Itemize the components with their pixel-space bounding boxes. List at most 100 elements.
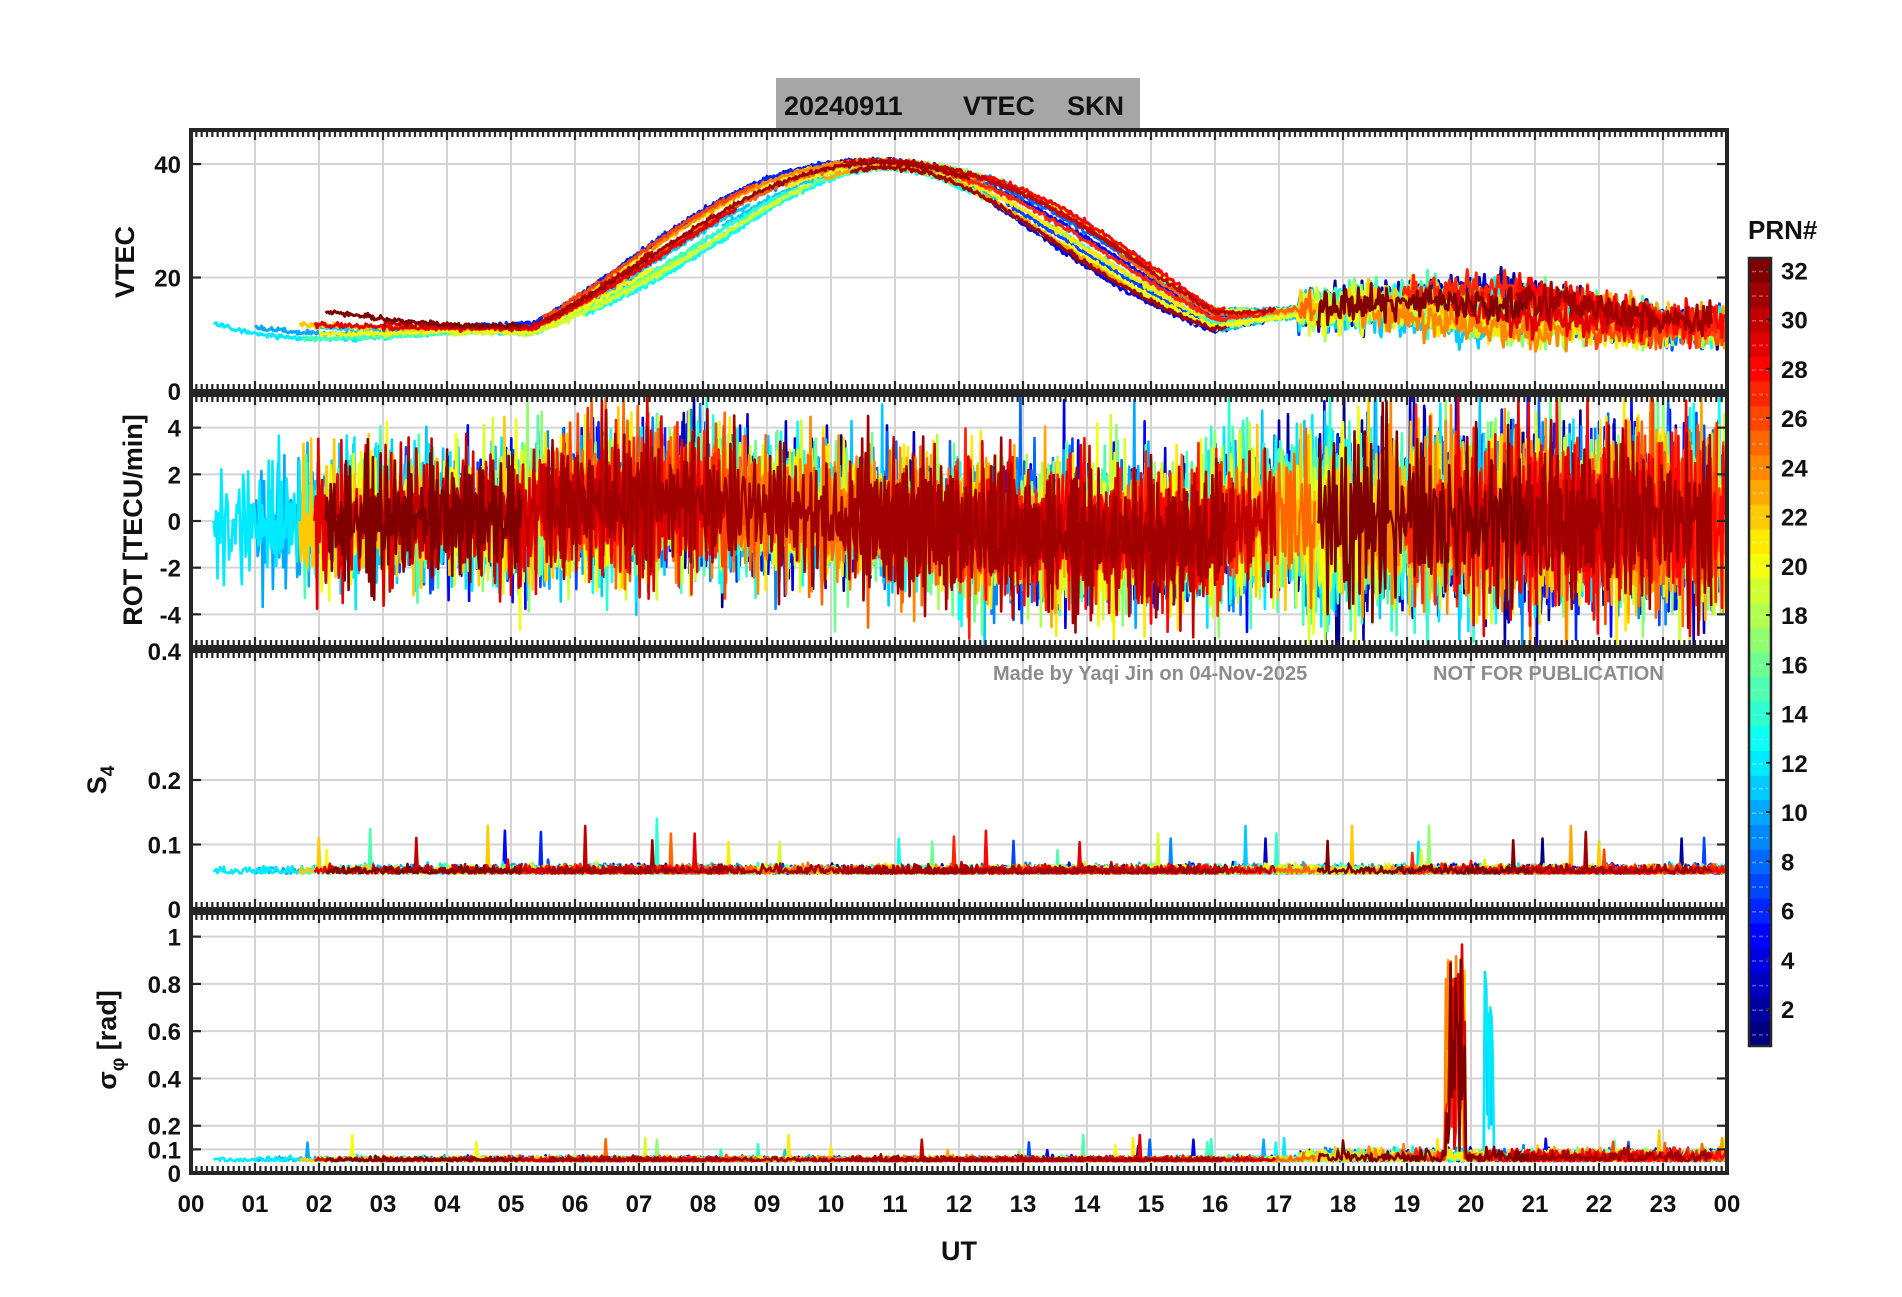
vtec-series-prn-19: [449, 183, 811, 338]
rot-series-prn-31: [546, 407, 972, 618]
vtec-series-prn-32: [1315, 282, 1530, 330]
colorbar-tick-label: 4: [1781, 948, 1795, 975]
colorbar-cell: [1749, 331, 1771, 357]
s4-series-prn-32: [1316, 838, 1530, 875]
colorbar-cell: [1749, 282, 1771, 308]
ylabel-vtec: VTEC: [110, 226, 140, 298]
vtec-series-prn-28: [983, 174, 1226, 312]
colorbar-cell: [1749, 701, 1771, 727]
sigma-series-prn-29: [1450, 943, 1654, 1163]
sigma-series-prn-31: [1515, 1144, 1713, 1163]
y-tick-label: 2: [168, 462, 181, 489]
colorbar-tick-label: 10: [1781, 800, 1808, 827]
colorbar-cell: [1749, 258, 1771, 284]
x-tick-label: 08: [690, 1191, 717, 1218]
x-tick-label: 21: [1522, 1191, 1549, 1218]
colorbar-cell: [1749, 775, 1771, 801]
y-tick-label: 0: [168, 1161, 181, 1188]
colorbar-cell: [1749, 405, 1771, 431]
colorbar-cell: [1749, 898, 1771, 924]
y-tick-label: 0.2: [148, 768, 181, 795]
colorbar-cell: [1749, 356, 1771, 382]
colorbar-tick-label: 14: [1781, 702, 1808, 729]
y-tick-label: -4: [160, 602, 182, 629]
xlabel-ut: UT: [941, 1236, 977, 1266]
title-station: SKN: [1067, 91, 1124, 121]
vtec-series-prn-30: [842, 157, 1277, 316]
x-tick-label: 06: [562, 1191, 589, 1218]
colorbar-cell: [1749, 602, 1771, 628]
title-box: [776, 78, 1140, 128]
text-layer: 20240911 VTEC SKN Made by Yaqi Jin on 04…: [82, 78, 1818, 1266]
colorbar-cell: [1749, 849, 1771, 875]
rot-series-prn-31: [1515, 418, 1713, 637]
watermark-notice: NOT FOR PUBLICATION: [1433, 663, 1664, 685]
x-tick-label: 20: [1458, 1191, 1485, 1218]
vtec-series-prn-13: [582, 166, 973, 317]
colorbar-tick-label: 30: [1781, 308, 1808, 335]
vtec-series-prn-29: [313, 207, 738, 333]
colorbar-cell: [1749, 553, 1771, 579]
x-tick-label: 07: [626, 1191, 653, 1218]
y-tick-label: 0.8: [148, 972, 181, 999]
x-tick-label: 00: [1714, 1191, 1741, 1218]
sigma-series-prn-32: [1317, 958, 1530, 1163]
sigma-series-prn-12: [1188, 972, 1607, 1163]
frame-layer: [189, 128, 1773, 1175]
colorbar-cell: [1749, 479, 1771, 505]
rot-series-prn-32: [324, 437, 523, 601]
x-tick-label: 01: [242, 1191, 269, 1218]
colorbar-cell: [1749, 652, 1771, 678]
colorbar-cell: [1749, 922, 1771, 948]
x-tick-label: 22: [1586, 1191, 1613, 1218]
rot-series-prn-32: [1316, 399, 1530, 624]
y-tick-label: 0: [168, 897, 181, 924]
colorbar-frame: [1747, 256, 1773, 1048]
colorbar-cell: [1749, 947, 1771, 973]
colorbar-tick-label: 20: [1781, 554, 1808, 581]
vtec-series-prn-31: [1515, 280, 1713, 338]
s4-series-prn-32: [325, 862, 523, 875]
x-tick-label: 11: [882, 1191, 907, 1218]
colorbar-tick-label: 28: [1781, 357, 1808, 384]
colorbar-cell: [1749, 725, 1771, 751]
y-tick-label: 0.4: [148, 1066, 182, 1093]
colorbar-cell: [1749, 381, 1771, 407]
x-tick-label: 18: [1330, 1191, 1357, 1218]
ylabel-s4: S4: [82, 765, 119, 794]
x-tick-label: 02: [306, 1191, 333, 1218]
colorbar-cell: [1749, 799, 1771, 825]
vtec-series-prn-31: [849, 164, 1228, 332]
x-tick-label: 03: [370, 1191, 397, 1218]
s4-series-prn-31: [1515, 830, 1713, 875]
y-tick-label: 0: [168, 379, 181, 406]
x-tick-label: 10: [818, 1191, 845, 1218]
colorbar-tick-label: 6: [1781, 899, 1794, 926]
y-tick-label: -2: [160, 556, 181, 583]
colorbar-cell: [1749, 1021, 1771, 1047]
y-tick-label: 0.6: [148, 1019, 181, 1046]
vtec-series-prn-31: [545, 158, 970, 322]
s4-series-prn-31: [546, 838, 970, 875]
vtec-series-prn-20: [318, 267, 655, 339]
y-tick-label: 40: [154, 152, 181, 179]
x-tick-label: 00: [178, 1191, 205, 1218]
data-layer: [212, 156, 1727, 1163]
x-tick-label: 09: [754, 1191, 781, 1218]
colorbar-cell: [1749, 455, 1771, 481]
colorbar-cell: [1749, 627, 1771, 653]
rot-series-prn-31: [848, 414, 1228, 634]
colorbar-cell: [1749, 504, 1771, 530]
x-tick-label: 23: [1650, 1191, 1677, 1218]
x-tick-label: 12: [946, 1191, 973, 1218]
colorbar-tick-label: 22: [1781, 505, 1808, 532]
vtec-series-prn-32: [324, 309, 523, 330]
colorbar-tick-label: 24: [1781, 455, 1808, 482]
title-date: 20240911: [784, 91, 903, 121]
colorbar-cell: [1749, 578, 1771, 604]
x-tick-label: 19: [1394, 1191, 1421, 1218]
colorbar-tick-label: 2: [1781, 997, 1794, 1024]
vtec-series-prn-27: [943, 170, 1267, 323]
colorbar-cell: [1749, 824, 1771, 850]
